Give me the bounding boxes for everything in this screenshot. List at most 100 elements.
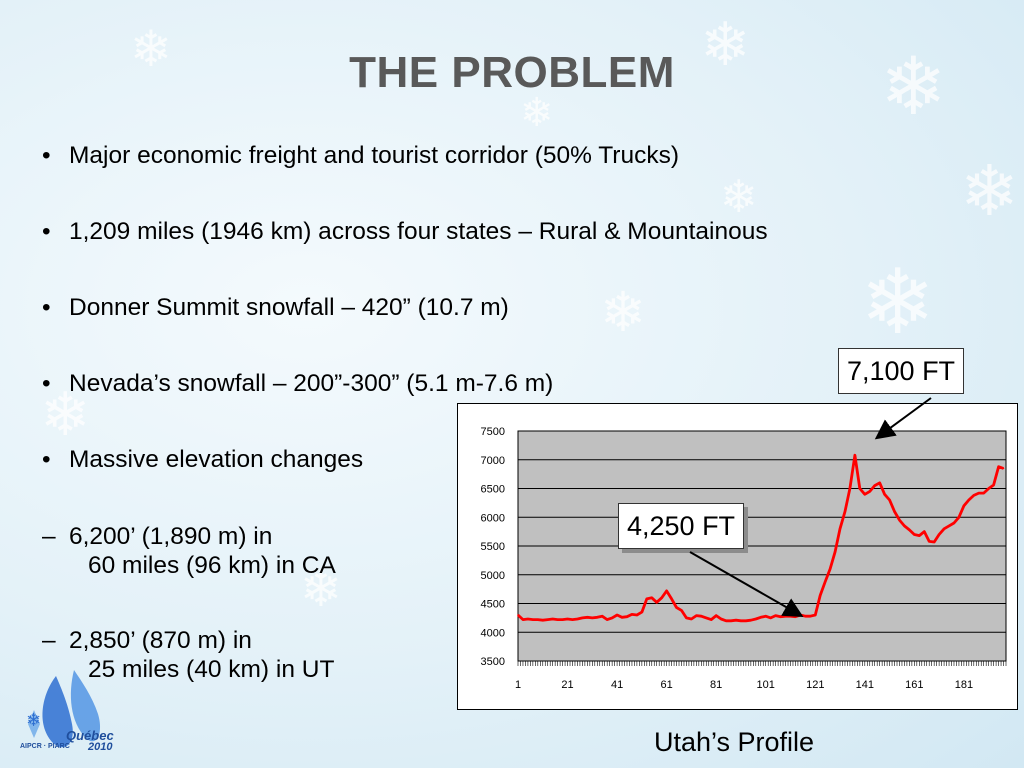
elevation-data-point bbox=[730, 619, 732, 622]
peak-elevation-callout: 7,100 FT bbox=[838, 348, 965, 394]
bullet-mark: • bbox=[42, 446, 51, 473]
elevation-data-point bbox=[581, 617, 584, 619]
elevation-data-point bbox=[968, 499, 970, 501]
elevation-data-point bbox=[660, 596, 663, 599]
elevation-data-point bbox=[938, 533, 940, 536]
elevation-data-point bbox=[958, 516, 960, 519]
sub-bullet-line2: 60 miles (96 km) in CA bbox=[88, 552, 336, 579]
elevation-data-point bbox=[725, 619, 727, 622]
elevation-data-point bbox=[541, 619, 544, 621]
elevation-data-point bbox=[829, 568, 831, 570]
snowflake-decoration: ❄ bbox=[860, 250, 936, 355]
bullet-text: Massive elevation changes bbox=[69, 446, 364, 473]
elevation-data-point bbox=[745, 619, 747, 622]
elevation-data-point bbox=[854, 454, 856, 456]
elevation-data-point bbox=[571, 618, 574, 621]
elevation-data-point bbox=[953, 522, 955, 524]
x-tick-label: 21 bbox=[561, 679, 573, 691]
snowflake-decoration: ❄ bbox=[300, 560, 342, 618]
elevation-data-point bbox=[982, 492, 985, 494]
y-tick-label: 6500 bbox=[481, 484, 505, 496]
elevation-data-point bbox=[626, 615, 628, 618]
bullet-item: • Major economic freight and tourist corr… bbox=[42, 142, 679, 170]
elevation-data-point bbox=[992, 484, 995, 486]
elevation-data-point bbox=[759, 616, 762, 619]
elevation-data-point bbox=[948, 525, 950, 527]
elevation-data-point bbox=[596, 616, 599, 619]
elevation-data-point bbox=[631, 613, 633, 616]
elevation-data-point bbox=[606, 618, 608, 621]
elevation-data-point bbox=[532, 618, 534, 621]
x-tick-label: 181 bbox=[955, 679, 973, 691]
snowflake-decoration: ❄ bbox=[960, 150, 1019, 232]
elevation-data-point bbox=[868, 490, 871, 493]
x-tick-label: 1 bbox=[515, 679, 521, 691]
elevation-data-point bbox=[928, 540, 931, 543]
elevation-data-point bbox=[675, 606, 678, 609]
snowflake-decoration: ❄ bbox=[40, 380, 91, 450]
elevation-data-point bbox=[923, 530, 926, 533]
elevation-data-point bbox=[844, 510, 846, 513]
base-arrow bbox=[689, 551, 804, 617]
elevation-data-point bbox=[527, 618, 529, 620]
bullet-item: • Donner Summit snowfall – 420” (10.7 m) bbox=[42, 294, 509, 322]
elevation-data-point bbox=[715, 614, 717, 617]
elevation-data-point bbox=[859, 487, 861, 490]
y-tick-label: 4500 bbox=[481, 599, 505, 611]
elevation-data-point bbox=[977, 492, 980, 494]
elevation-data-point bbox=[888, 499, 891, 501]
bullet-item: • 1,209 miles (1946 km) across four state… bbox=[42, 218, 768, 246]
base-elevation-callout: 4,250 FT bbox=[618, 503, 745, 549]
dash-mark: – bbox=[42, 523, 56, 550]
elevation-data-point bbox=[834, 550, 836, 553]
x-tick-label: 61 bbox=[661, 679, 673, 691]
elevation-data-point bbox=[769, 617, 772, 619]
elevation-data-point bbox=[680, 609, 683, 612]
y-tick-label: 7500 bbox=[481, 426, 505, 438]
y-tick-label: 4000 bbox=[481, 627, 505, 639]
sub-bullet-item: –6,200’ (1,890 m) in 60 miles (96 km) in… bbox=[42, 522, 336, 580]
elevation-chart: 3500 4000 4500 5000 5500 6000 6500 7000 7500 1 21 4… bbox=[457, 403, 1018, 710]
quebec-2010-logo: ❄ bbox=[26, 670, 101, 748]
elevation-data-point bbox=[809, 615, 812, 617]
elevation-data-point bbox=[601, 615, 604, 617]
elevation-data-point bbox=[864, 493, 866, 496]
snowflake-decoration: ❄ bbox=[700, 10, 751, 80]
elevation-data-point bbox=[819, 594, 822, 597]
elevation-data-point bbox=[700, 615, 703, 617]
snowflake-decoration: ❄ bbox=[600, 280, 647, 344]
y-tick-label: 3500 bbox=[481, 656, 505, 668]
bullet-mark: • bbox=[42, 218, 51, 245]
elevation-data-point bbox=[898, 519, 901, 521]
snowflake-decoration: ❄ bbox=[880, 40, 948, 133]
elevation-data-point bbox=[586, 616, 589, 619]
elevation-data-point bbox=[913, 533, 916, 536]
snowflake-decoration: ❄ bbox=[720, 170, 758, 223]
elevation-data-point bbox=[849, 487, 851, 490]
bullet-item: • Nevada’s snowfall – 200”-300” (5.1 m-7.… bbox=[42, 370, 553, 398]
elevation-data-point bbox=[670, 598, 673, 600]
elevation-data-point bbox=[814, 614, 817, 616]
elevation-data-point bbox=[556, 618, 559, 621]
sub-bullet-line1: 2,850’ (870 m) in bbox=[69, 627, 252, 654]
elevation-data-point bbox=[611, 617, 613, 619]
elevation-data-point bbox=[561, 618, 564, 621]
sub-bullet-item: –2,850’ (870 m) in 25 miles (40 km) in U… bbox=[42, 626, 334, 684]
snowflake-decoration: ❄ bbox=[520, 90, 554, 136]
y-tick-label: 7000 bbox=[481, 455, 505, 467]
y-tick-label: 6000 bbox=[481, 512, 505, 524]
elevation-data-point bbox=[621, 616, 623, 619]
logo-text-org: AIPCR · PIARC bbox=[20, 743, 70, 750]
elevation-data-point bbox=[918, 534, 921, 537]
bullet-text: 1,209 miles (1946 km) across four states… bbox=[69, 218, 768, 245]
elevation-data-point bbox=[963, 504, 965, 507]
elevation-data-point bbox=[878, 481, 881, 484]
elevation-data-point bbox=[646, 598, 648, 600]
elevation-data-point bbox=[720, 618, 722, 620]
elevation-data-point bbox=[804, 615, 807, 617]
elevation-data-point bbox=[665, 590, 668, 592]
elevation-data-point bbox=[537, 618, 539, 621]
y-tick-label: 5500 bbox=[481, 541, 505, 553]
